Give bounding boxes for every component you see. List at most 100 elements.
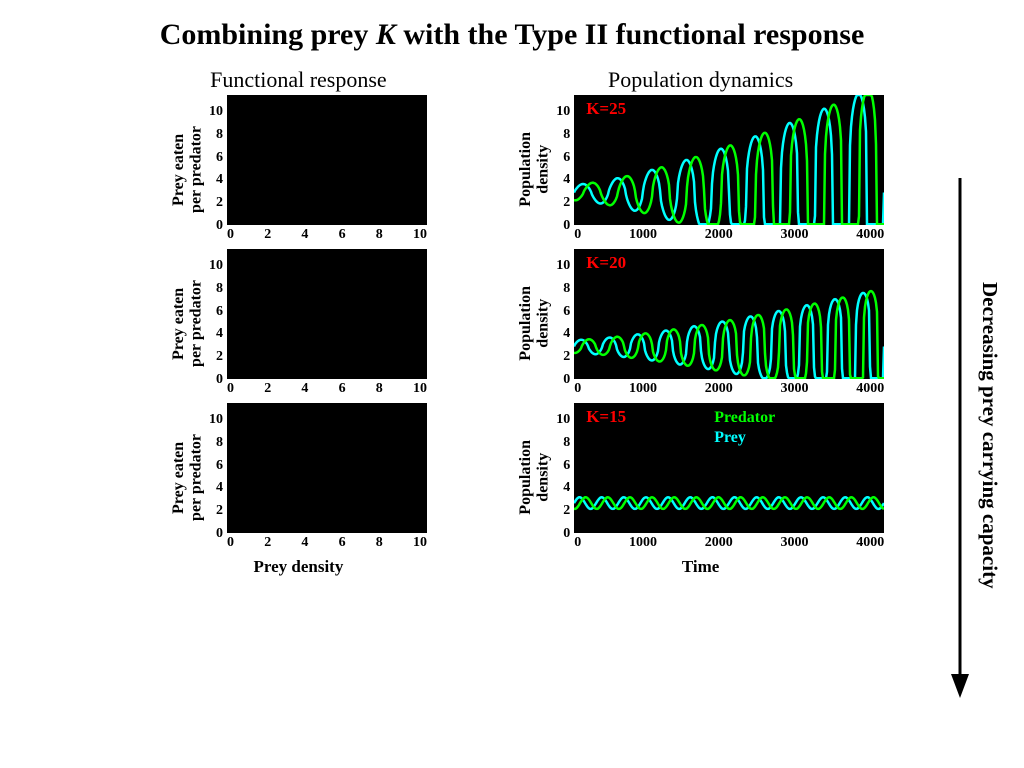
- xtick: 0: [227, 535, 234, 551]
- xtick: 3000: [780, 381, 808, 397]
- arrow-down-icon: [949, 170, 971, 700]
- right-column: Population dynamics Populationdensity108…: [517, 67, 884, 577]
- ytick: 6: [563, 304, 570, 320]
- functional-response-panel: Prey eatenper predator10864200246810: [170, 95, 427, 243]
- right-column-title: Population dynamics: [608, 67, 793, 93]
- slide-title: Combining prey K with the Type II functi…: [0, 18, 1024, 52]
- plot-area: K=20: [574, 249, 884, 379]
- ytick: 10: [556, 104, 570, 120]
- xtick: 4: [301, 227, 308, 243]
- functional-response-panel: Prey eatenper predator10864200246810: [170, 403, 427, 551]
- xtick: 1000: [629, 227, 657, 243]
- ytick: 6: [563, 458, 570, 474]
- ytick: 2: [563, 349, 570, 365]
- xtick: 1000: [629, 535, 657, 551]
- xtick: 8: [376, 227, 383, 243]
- ytick: 0: [563, 372, 570, 388]
- xtick: 3000: [780, 227, 808, 243]
- population-dynamics-panel: Populationdensity1086420K=20010002000300…: [517, 249, 884, 397]
- xtick: 0: [227, 227, 234, 243]
- functional-response-panel: Prey eatenper predator10864200246810: [170, 249, 427, 397]
- legend-prey: Prey: [714, 429, 746, 447]
- ytick: 2: [563, 503, 570, 519]
- xtick: 4000: [856, 227, 884, 243]
- xtick: 2000: [705, 381, 733, 397]
- xtick: 3000: [780, 535, 808, 551]
- ytick: 4: [216, 172, 223, 188]
- plot-area: [227, 249, 427, 379]
- k-label: K=25: [586, 99, 626, 119]
- xtick: 4000: [856, 535, 884, 551]
- plot-area: K=25: [574, 95, 884, 225]
- xtick: 10: [413, 535, 427, 551]
- left-xlabel: Prey density: [253, 557, 343, 577]
- xtick: 0: [574, 535, 581, 551]
- ytick: 10: [556, 258, 570, 274]
- side-annotation-text: Decreasing prey carrying capacity: [977, 282, 1002, 589]
- ytick: 10: [556, 412, 570, 428]
- xtick: 8: [376, 535, 383, 551]
- k-label: K=20: [586, 253, 626, 273]
- ytick: 0: [216, 526, 223, 542]
- ylabel: Populationdensity: [517, 286, 552, 361]
- population-dynamics-panel: Populationdensity1086420K=25010002000300…: [517, 95, 884, 243]
- ytick: 6: [563, 150, 570, 166]
- k-label: K=15: [586, 407, 626, 427]
- ytick: 4: [563, 326, 570, 342]
- ytick: 0: [216, 372, 223, 388]
- title-suffix: with the Type II functional response: [396, 18, 864, 51]
- ytick: 2: [216, 349, 223, 365]
- right-xlabel: Time: [682, 557, 719, 577]
- xtick: 1000: [629, 381, 657, 397]
- legend-predator: Predator: [714, 409, 775, 427]
- title-prefix: Combining prey: [160, 18, 376, 51]
- ytick: 10: [209, 104, 223, 120]
- xtick: 10: [413, 381, 427, 397]
- xtick: 6: [339, 227, 346, 243]
- xtick: 6: [339, 381, 346, 397]
- ytick: 8: [216, 435, 223, 451]
- ytick: 10: [209, 412, 223, 428]
- ytick: 0: [563, 218, 570, 234]
- xtick: 4: [301, 535, 308, 551]
- xtick: 4000: [856, 381, 884, 397]
- ytick: 0: [563, 526, 570, 542]
- xtick: 0: [574, 381, 581, 397]
- ytick: 8: [563, 281, 570, 297]
- ytick: 4: [216, 326, 223, 342]
- xtick: 6: [339, 535, 346, 551]
- ylabel: Populationdensity: [517, 132, 552, 207]
- ylabel: Prey eatenper predator: [170, 126, 205, 213]
- ylabel: Prey eatenper predator: [170, 280, 205, 367]
- xtick: 0: [227, 381, 234, 397]
- ytick: 6: [216, 458, 223, 474]
- population-dynamics-panel: Populationdensity1086420K=15PredatorPrey…: [517, 403, 884, 551]
- xtick: 10: [413, 227, 427, 243]
- ytick: 2: [216, 195, 223, 211]
- ytick: 8: [216, 281, 223, 297]
- xtick: 0: [574, 227, 581, 243]
- left-column-title: Functional response: [210, 67, 387, 93]
- ytick: 4: [563, 172, 570, 188]
- ytick: 2: [563, 195, 570, 211]
- xtick: 2: [264, 227, 271, 243]
- xtick: 4: [301, 381, 308, 397]
- xtick: 2000: [705, 535, 733, 551]
- ylabel: Prey eatenper predator: [170, 434, 205, 521]
- xtick: 2: [264, 381, 271, 397]
- xtick: 8: [376, 381, 383, 397]
- ytick: 8: [216, 127, 223, 143]
- left-column: Functional response Prey eatenper predat…: [170, 67, 427, 577]
- ytick: 4: [216, 480, 223, 496]
- xtick: 2000: [705, 227, 733, 243]
- ytick: 10: [209, 258, 223, 274]
- ytick: 6: [216, 304, 223, 320]
- title-var: K: [376, 18, 396, 51]
- ytick: 4: [563, 480, 570, 496]
- plot-area: [227, 403, 427, 533]
- xtick: 2: [264, 535, 271, 551]
- ytick: 2: [216, 503, 223, 519]
- ytick: 8: [563, 127, 570, 143]
- side-annotation: Decreasing prey carrying capacity: [949, 170, 1002, 700]
- plot-area: [227, 95, 427, 225]
